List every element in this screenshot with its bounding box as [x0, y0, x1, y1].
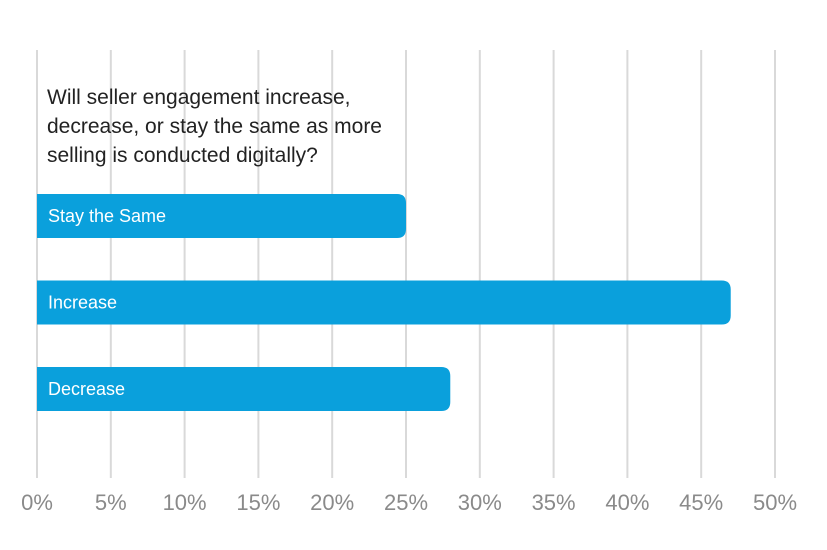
x-tick-label: 25%	[384, 490, 428, 515]
x-tick-label: 5%	[95, 490, 127, 515]
bar-label: Stay the Same	[48, 206, 166, 226]
x-tick-label: 50%	[753, 490, 797, 515]
bars: Stay the Same Increase Decrease	[37, 194, 731, 411]
grid-lines	[36, 50, 776, 478]
bar-group: Increase	[37, 280, 731, 325]
bar	[37, 194, 406, 238]
title-line-3: selling is conducted digitally?	[47, 144, 318, 167]
bar	[37, 367, 451, 411]
x-tick-label: 15%	[236, 490, 280, 515]
x-tick-label: 20%	[310, 490, 354, 515]
bar	[37, 280, 731, 325]
bar-group: Decrease	[37, 367, 451, 411]
x-tick-label: 35%	[532, 490, 576, 515]
bar-label: Decrease	[48, 379, 125, 399]
bar-label: Increase	[48, 293, 117, 313]
x-tick-label: 10%	[163, 490, 207, 515]
x-axis-tick-labels: 0% 5% 10% 15% 20% 25% 30% 35% 40% 45% 50%	[21, 490, 797, 515]
chart-title: Will seller engagement increase, decreas…	[47, 86, 382, 167]
x-tick-label: 30%	[458, 490, 502, 515]
x-tick-label: 45%	[679, 490, 723, 515]
bar-group: Stay the Same	[37, 194, 406, 238]
x-tick-label: 40%	[605, 490, 649, 515]
x-tick-label: 0%	[21, 490, 53, 515]
title-line-2: decrease, or stay the same as more	[47, 115, 382, 138]
title-line-1: Will seller engagement increase,	[47, 86, 350, 109]
